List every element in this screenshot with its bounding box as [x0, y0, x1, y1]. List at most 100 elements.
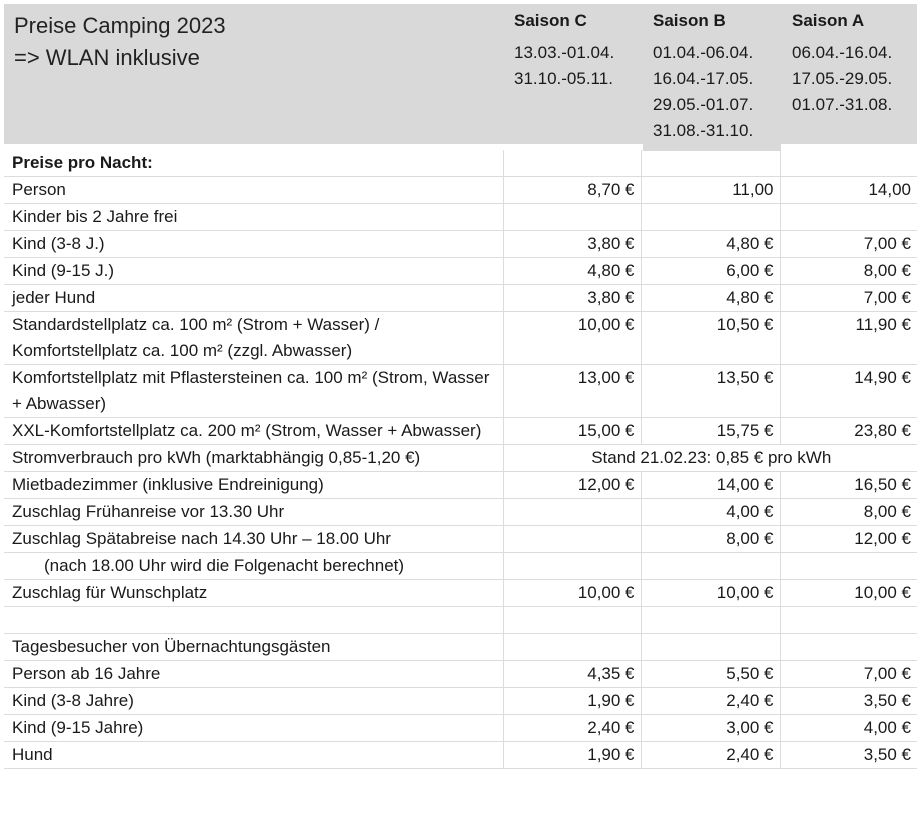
price-season-a: [779, 552, 917, 580]
price-season-c: 3,80 €: [502, 230, 641, 258]
price-season-a: [779, 203, 917, 231]
table-row: Kind (9-15 Jahre) 2,40 € 3,00 € 4,00 €: [4, 714, 917, 742]
table-row: Preise pro Nacht:: [4, 150, 917, 177]
price-season-c: 4,80 €: [502, 257, 641, 285]
price-season-b: [640, 552, 780, 580]
season-a-name: Saison A: [792, 11, 865, 30]
row-label: Preise pro Nacht:: [4, 150, 503, 177]
season-b-date: 31.08.-31.10.: [653, 121, 754, 140]
price-season-a: 10,00 €: [779, 579, 917, 607]
price-season-b: 10,00 €: [640, 579, 780, 607]
price-season-c: 15,00 €: [502, 417, 641, 445]
price-season-b: 2,40 €: [640, 687, 780, 715]
table-row: Mietbadezimmer (inklusive Endreinigung) …: [4, 471, 917, 499]
row-label: XXL-Komfortstellplatz ca. 200 m² (Strom,…: [4, 417, 503, 445]
table-row: Kind (3-8 Jahre) 1,90 € 2,40 € 3,50 €: [4, 687, 917, 715]
row-label: Zuschlag für Wunschplatz: [4, 579, 503, 607]
table-row: Zuschlag Frühanreise vor 13.30 Uhr 4,00 …: [4, 498, 917, 526]
price-sheet: Preise Camping 2023 => WLAN inklusive Sa…: [4, 4, 917, 769]
price-season-c: 8,70 €: [502, 176, 641, 204]
row-label: [4, 606, 503, 634]
price-season-b: [640, 606, 780, 634]
row-label: Kind (9-15 J.): [4, 257, 503, 285]
row-label: Kind (3-8 J.): [4, 230, 503, 258]
price-season-a: 7,00 €: [779, 284, 917, 312]
price-season-c: 13,00 €: [502, 364, 641, 418]
price-season-a: 14,00: [779, 176, 917, 204]
price-season-c: [502, 498, 641, 526]
table-row: Kind (9-15 J.) 4,80 € 6,00 € 8,00 €: [4, 257, 917, 285]
price-season-b: 10,50 €: [640, 311, 780, 365]
table-row: Stromverbrauch pro kWh (marktabhängig 0,…: [4, 444, 917, 472]
season-a-date: 17.05.-29.05.: [792, 69, 893, 88]
price-season-c: 4,35 €: [502, 660, 641, 688]
price-season-b: 2,40 €: [640, 741, 780, 769]
table-row: [4, 606, 917, 634]
table-row: Person ab 16 Jahre 4,35 € 5,50 € 7,00 €: [4, 660, 917, 688]
price-table: Preise pro Nacht: Person 8,70 € 11,00 14…: [4, 150, 917, 769]
season-b-column: Saison B 01.04.-06.04. 16.04.-17.05. 29.…: [653, 8, 753, 144]
price-season-b: 11,00: [640, 176, 780, 204]
season-c-date: 31.10.-05.11.: [514, 69, 613, 88]
price-season-a: 4,00 €: [779, 714, 917, 742]
price-season-b: [640, 633, 780, 661]
price-season-b: 3,00 €: [640, 714, 780, 742]
table-row: (nach 18.00 Uhr wird die Folgenacht bere…: [4, 552, 917, 580]
header-title-block: Preise Camping 2023 => WLAN inklusive: [14, 10, 226, 74]
season-b-date: 01.04.-06.04.: [653, 43, 754, 62]
table-row: Tagesbesucher von Übernachtungsgästen: [4, 633, 917, 661]
table-row: Zuschlag für Wunschplatz 10,00 € 10,00 €…: [4, 579, 917, 607]
price-season-b: 4,80 €: [640, 284, 780, 312]
price-season-b: 6,00 €: [640, 257, 780, 285]
price-season-c: 2,40 €: [502, 714, 641, 742]
price-season-a: 3,50 €: [779, 741, 917, 769]
table-row: Person 8,70 € 11,00 14,00: [4, 176, 917, 204]
season-a-date: 06.04.-16.04.: [792, 43, 893, 62]
electricity-price-note: Stand 21.02.23: 0,85 € pro kWh: [502, 444, 917, 472]
season-a-date: 01.07.-31.08.: [792, 95, 893, 114]
season-b-header-extension: [643, 144, 781, 151]
row-label: (nach 18.00 Uhr wird die Folgenacht bere…: [4, 552, 503, 580]
row-label: Zuschlag Spätabreise nach 14.30 Uhr – 18…: [4, 525, 503, 553]
row-label: Standardstellplatz ca. 100 m² (Strom + W…: [4, 311, 503, 365]
season-c-name: Saison C: [514, 11, 587, 30]
price-season-c: 12,00 €: [502, 471, 641, 499]
row-label: Kind (3-8 Jahre): [4, 687, 503, 715]
price-season-a: 8,00 €: [779, 257, 917, 285]
row-label: Kinder bis 2 Jahre frei: [4, 203, 503, 231]
season-b-date: 16.04.-17.05.: [653, 69, 754, 88]
season-c-column: Saison C 13.03.-01.04. 31.10.-05.11.: [514, 8, 614, 92]
row-label: Person: [4, 176, 503, 204]
page-subtitle: => WLAN inklusive: [14, 45, 200, 70]
table-row: Zuschlag Spätabreise nach 14.30 Uhr – 18…: [4, 525, 917, 553]
price-season-c: [502, 633, 641, 661]
season-a-column: Saison A 06.04.-16.04. 17.05.-29.05. 01.…: [792, 8, 892, 118]
row-label: jeder Hund: [4, 284, 503, 312]
table-row: jeder Hund 3,80 € 4,80 € 7,00 €: [4, 284, 917, 312]
price-season-c: 10,00 €: [502, 579, 641, 607]
price-season-a: [779, 633, 917, 661]
price-season-b: 4,80 €: [640, 230, 780, 258]
page-title: Preise Camping 2023: [14, 13, 226, 38]
price-season-b: [640, 203, 780, 231]
row-label: Hund: [4, 741, 503, 769]
row-label: Stromverbrauch pro kWh (marktabhängig 0,…: [4, 444, 503, 472]
table-row: Komfortstellplatz mit Pflastersteinen ca…: [4, 364, 917, 418]
price-season-b: 14,00 €: [640, 471, 780, 499]
row-label: Zuschlag Frühanreise vor 13.30 Uhr: [4, 498, 503, 526]
row-label: Kind (9-15 Jahre): [4, 714, 503, 742]
price-season-c: 1,90 €: [502, 687, 641, 715]
price-season-a: 7,00 €: [779, 230, 917, 258]
price-season-b: 4,00 €: [640, 498, 780, 526]
price-header: Preise Camping 2023 => WLAN inklusive Sa…: [4, 4, 917, 144]
price-season-a: 14,90 €: [779, 364, 917, 418]
price-season-a: 16,50 €: [779, 471, 917, 499]
price-season-a: 23,80 €: [779, 417, 917, 445]
table-row: Hund 1,90 € 2,40 € 3,50 €: [4, 741, 917, 769]
price-season-a: 3,50 €: [779, 687, 917, 715]
price-season-c: [502, 525, 641, 553]
price-season-a: [779, 606, 917, 634]
price-season-a: 7,00 €: [779, 660, 917, 688]
table-row: Standardstellplatz ca. 100 m² (Strom + W…: [4, 311, 917, 365]
season-c-date: 13.03.-01.04.: [514, 43, 615, 62]
